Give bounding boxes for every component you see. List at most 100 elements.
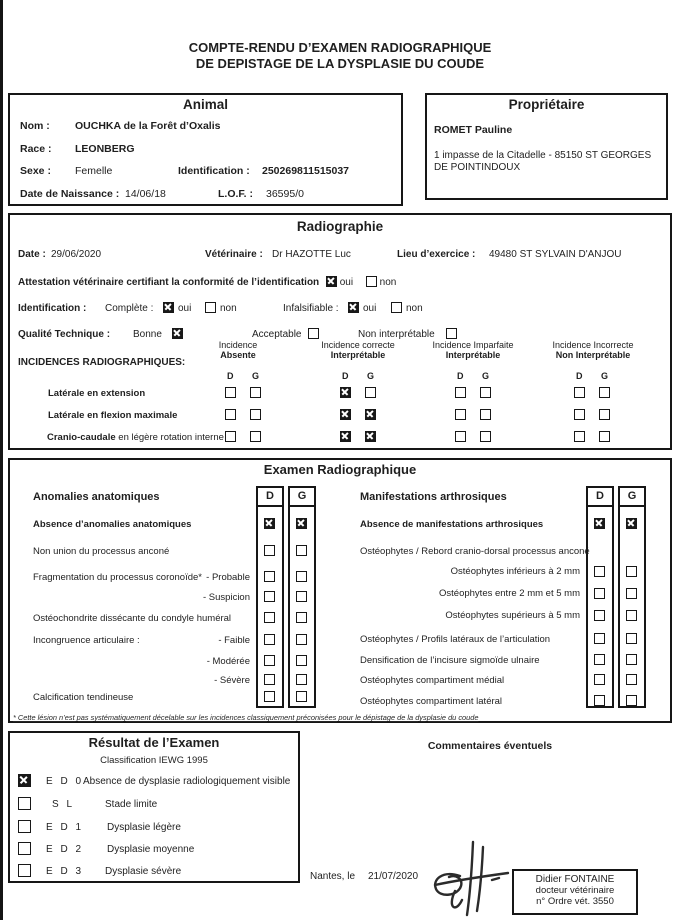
complete-non-checkbox[interactable] (205, 302, 216, 313)
incidence-checkbox[interactable] (480, 431, 491, 442)
resultat-checkbox[interactable] (18, 820, 31, 833)
arthrose-checkbox[interactable] (626, 654, 637, 665)
anomalie-checkbox[interactable] (296, 518, 307, 529)
proprietaire-adresse: 1 impasse de la Citadelle - 85150 ST GEO… (434, 150, 652, 173)
arthrose-checkbox[interactable] (594, 588, 605, 599)
incidence-checkbox[interactable] (225, 387, 236, 398)
incidence-checkbox[interactable] (455, 409, 466, 420)
anomalie-checkbox[interactable] (264, 674, 275, 685)
incidences-g-header: G (252, 371, 260, 381)
incidence-checkbox[interactable] (365, 431, 376, 442)
arthrose-checkbox[interactable] (626, 674, 637, 685)
animal-lof-label: L.O.F. : (218, 188, 253, 200)
arthrose-label: Ostéophytes compartiment latéral (360, 696, 503, 707)
arthrose-checkbox[interactable] (594, 610, 605, 621)
incidence-checkbox[interactable] (250, 431, 261, 442)
incidence-checkbox[interactable] (340, 387, 351, 398)
arthrose-checkbox[interactable] (594, 633, 605, 644)
qualite-bonne-checkbox[interactable] (172, 328, 183, 339)
resultat-section-title: Résultat de l’Examen (88, 735, 220, 750)
incidence-checkbox[interactable] (365, 387, 376, 398)
anomalie-checkbox[interactable] (264, 634, 275, 645)
infalsifiable-non-checkbox[interactable] (391, 302, 402, 313)
arthrose-checkbox[interactable] (626, 633, 637, 644)
resultat-checkbox[interactable] (18, 797, 31, 810)
arthrose-label: Ostéophytes / Rebord cranio-dorsal proce… (360, 546, 590, 557)
arthrose-checkbox[interactable] (594, 674, 605, 685)
arthrose-checkbox[interactable] (594, 695, 605, 706)
anomalie-checkbox[interactable] (264, 518, 275, 529)
anomalie-checkbox[interactable] (296, 634, 307, 645)
incidence-checkbox[interactable] (250, 387, 261, 398)
complete-oui-checkbox[interactable] (163, 302, 174, 313)
arthrose-checkbox[interactable] (626, 566, 637, 577)
infalsifiable-oui-checkbox[interactable] (348, 302, 359, 313)
radiographie-section (8, 213, 672, 450)
anomalie-sublabel: - Modérée (206, 656, 250, 667)
anomalie-sublabel: - Faible (218, 635, 250, 646)
anomalie-sublabel: - Probable (206, 572, 250, 583)
qualite-bonne-label: Bonne (133, 329, 162, 340)
anomalie-checkbox[interactable] (296, 691, 307, 702)
incidence-checkbox[interactable] (480, 387, 491, 398)
attestation-non-label: non (379, 277, 397, 288)
anomalie-checkbox[interactable] (296, 591, 307, 602)
anomalie-checkbox[interactable] (264, 545, 275, 556)
incidence-checkbox[interactable] (340, 431, 351, 442)
incidence-checkbox[interactable] (455, 431, 466, 442)
arthrose-checkbox[interactable] (594, 566, 605, 577)
arthrose-checkbox[interactable] (626, 518, 637, 529)
anomalie-checkbox[interactable] (296, 612, 307, 623)
incidence-checkbox[interactable] (599, 431, 610, 442)
resultat-checkbox[interactable] (18, 842, 31, 855)
anomalie-checkbox[interactable] (264, 612, 275, 623)
incidence-checkbox[interactable] (340, 409, 351, 420)
incidences-col-0: Incidence Absente (218, 340, 258, 360)
arthrose-checkbox[interactable] (594, 518, 605, 529)
qualite-acceptable-checkbox[interactable] (308, 328, 319, 339)
anomalie-checkbox[interactable] (264, 571, 275, 582)
incidence-checkbox[interactable] (250, 409, 261, 420)
incidence-checkbox[interactable] (480, 409, 491, 420)
radio-lieu-value: 49480 ST SYLVAIN D'ANJOU (489, 249, 622, 260)
resultat-checkbox[interactable] (18, 774, 31, 787)
examen-footnote: * Cette lésion n’est pas systématiquemen… (13, 713, 479, 722)
identification-label: Identification : (18, 303, 87, 314)
qualite-non-interpretable-checkbox[interactable] (446, 328, 457, 339)
incidence-checkbox[interactable] (599, 409, 610, 420)
anomalie-checkbox[interactable] (296, 571, 307, 582)
anomalie-checkbox[interactable] (264, 691, 275, 702)
attestation-non-checkbox[interactable] (365, 276, 377, 287)
incidence-checkbox[interactable] (455, 387, 466, 398)
incidence-checkbox[interactable] (574, 431, 585, 442)
incidence-checkbox[interactable] (225, 409, 236, 420)
incidence-checkbox[interactable] (365, 409, 376, 420)
anomalie-checkbox[interactable] (296, 545, 307, 556)
arthrose-checkbox[interactable] (626, 695, 637, 706)
arthrose-heading: Manifestations arthrosiques (360, 491, 507, 503)
radiographie-section-title: Radiographie (296, 219, 384, 234)
resultat-code: E D 2 (46, 844, 84, 855)
incidences-g-header: G (367, 371, 375, 381)
animal-lof-value: 36595/0 (266, 188, 304, 200)
anomalie-checkbox[interactable] (296, 655, 307, 666)
anomalie-checkbox[interactable] (264, 655, 275, 666)
resultat-checkbox[interactable] (18, 864, 31, 877)
incidence-checkbox[interactable] (225, 431, 236, 442)
radio-vet-label: Vétérinaire : (205, 249, 263, 260)
arthrose-checkbox[interactable] (594, 654, 605, 665)
animal-id-label: Identification : (178, 165, 250, 177)
attestation-oui-checkbox[interactable] (325, 276, 337, 287)
radio-date-label: Date : (18, 249, 46, 260)
incidence-checkbox[interactable] (574, 387, 585, 398)
incidence-checkbox[interactable] (574, 409, 585, 420)
incidence-checkbox[interactable] (599, 387, 610, 398)
resultat-code: E D 1 (46, 822, 84, 833)
arthrose-checkbox[interactable] (626, 610, 637, 621)
anomalie-checkbox[interactable] (296, 674, 307, 685)
proprietaire-section-title: Propriétaire (508, 97, 585, 112)
stamp-title: docteur vétérinaire (535, 885, 615, 896)
incidences-col-1: Incidence correcte Interprétable (321, 340, 395, 360)
arthrose-checkbox[interactable] (626, 588, 637, 599)
anomalie-checkbox[interactable] (264, 591, 275, 602)
